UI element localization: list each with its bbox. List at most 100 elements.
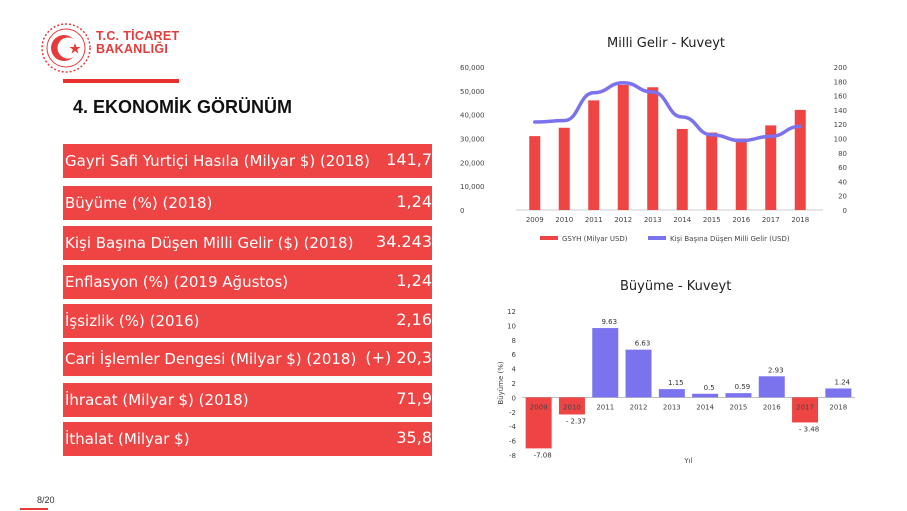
growth-data-label: 6.63 [635, 340, 651, 348]
indicator-row: Büyüme (%) (2018) 1,24 [63, 186, 432, 220]
y-tick-label: -6 [509, 438, 517, 446]
x-tick-label: 2016 [732, 216, 750, 224]
gsyh-bar [706, 132, 718, 210]
buyume-chart: 12 10 8 6 4 2 0 -2 -4 -6 -8 Büyüme (%) -7.08 - 2.37 9.… [497, 308, 855, 465]
legend-swatch-gelir [648, 236, 666, 240]
gsyh-bar [765, 125, 777, 210]
x-tick-label: 2014 [673, 216, 691, 224]
indicator-value: 2,16 [396, 310, 432, 329]
y-right-tick-label: 100 [834, 136, 847, 144]
indicator-row: Cari İşlemler Dengesi (Milyar $) (2018) … [63, 342, 432, 376]
y-right-tick-label: 80 [838, 150, 847, 158]
y-left-tick-label: 0 [460, 207, 464, 215]
y-tick-label: -8 [509, 452, 516, 460]
y-tick-label: -4 [509, 423, 517, 431]
indicator-row: İthalat (Milyar $) 35,8 [63, 422, 432, 456]
x-axis-title: Yıl [683, 457, 692, 465]
brand-line-2: BAKANLIĞI [96, 42, 169, 56]
x-tick-label: 2016 [763, 403, 781, 411]
y-right-tick-label: 140 [834, 107, 847, 115]
growth-bar [592, 328, 619, 398]
growth-bar [558, 397, 585, 415]
indicator-value: 35,8 [396, 428, 432, 447]
x-tick-label: 2018 [791, 216, 809, 224]
x-tick-label: 2015 [703, 216, 721, 224]
indicator-label: Büyüme (%) (2018) [65, 194, 213, 212]
y-left-tick-label: 20,000 [460, 159, 485, 167]
gsyh-bar [647, 87, 659, 210]
y-tick-label: 12 [507, 308, 516, 316]
y-tick-label: 0 [512, 394, 516, 402]
y-right-tick-label: 120 [834, 121, 847, 129]
y-left-tick-label: 10,000 [460, 183, 485, 191]
y-left-tick-label: 50,000 [460, 88, 485, 96]
gsyh-bar [735, 138, 747, 210]
x-tick-label: 2013 [663, 403, 681, 411]
title-accent-bar [63, 79, 179, 83]
indicator-value: (+) 20,3 [365, 348, 432, 367]
indicator-value: 34.243 [376, 232, 432, 251]
y-tick-label: 6 [512, 351, 517, 359]
growth-data-label: - 2.37 [566, 417, 586, 425]
chart-title-buyume: Büyüme - Kuveyt [620, 279, 732, 294]
y-tick-label: 10 [507, 322, 516, 330]
y-tick-label: 8 [512, 337, 516, 345]
milli-gelir-chart: 0 10,000 20,000 30,000 40,000 50,000 60,000 0 20… [460, 64, 847, 243]
ministry-logo [40, 22, 92, 74]
growth-bar [725, 393, 752, 398]
growth-data-label: -7.08 [534, 451, 552, 459]
x-tick-label: 2018 [829, 403, 847, 411]
gsyh-bar [588, 100, 600, 210]
legend-label-gelir: Kişi Başına Düşen Milli Gelir (USD) [670, 235, 790, 243]
y-tick-label: -2 [509, 409, 516, 417]
growth-bar [825, 388, 852, 398]
legend-swatch-gsyh [540, 236, 558, 240]
x-tick-label: 2015 [730, 403, 748, 411]
growth-bar [625, 349, 652, 398]
indicator-row: İhracat (Milyar $) (2018) 71,9 [63, 383, 432, 417]
indicator-label: İhracat (Milyar $) (2018) [65, 391, 249, 409]
growth-bar [692, 393, 719, 398]
indicator-label: İşsizlik (%) (2016) [65, 312, 200, 330]
indicator-label: İthalat (Milyar $) [65, 430, 190, 448]
indicator-row: Gayri Safi Yurtiçi Hasıla (Milyar $) (20… [63, 144, 432, 178]
x-tick-label: 2009 [530, 403, 548, 411]
page-accent-line [20, 508, 48, 510]
growth-bar [792, 397, 819, 423]
y-axis-title: Büyüme (%) [497, 361, 505, 405]
indicator-label: Gayri Safi Yurtiçi Hasıla (Milyar $) (20… [65, 152, 370, 170]
y-tick-label: 4 [512, 366, 517, 374]
growth-data-label: 0.59 [735, 383, 751, 391]
x-tick-label: 2010 [555, 216, 573, 224]
growth-bar [525, 397, 552, 449]
y-right-tick-label: 160 [834, 93, 847, 101]
y-left-tick-label: 40,000 [460, 112, 485, 120]
brand-line-1: T.C. TİCARET [96, 29, 180, 43]
indicator-label: Kişi Başına Düşen Milli Gelir ($) (2018) [65, 234, 354, 252]
growth-data-label: 2.93 [768, 366, 784, 374]
growth-data-label: - 3.48 [799, 425, 819, 433]
growth-data-label: 1.15 [668, 379, 684, 387]
x-tick-label: 2017 [796, 403, 814, 411]
y-right-tick-label: 200 [834, 64, 847, 72]
y-right-tick-label: 60 [838, 164, 847, 172]
indicator-label: Enflasyon (%) (2019 Ağustos) [65, 273, 289, 291]
y-right-tick-label: 20 [838, 193, 847, 201]
gsyh-bar [617, 84, 629, 210]
page-number: 8/20 [37, 495, 55, 505]
gsyh-bar [794, 109, 806, 210]
y-left-tick-label: 30,000 [460, 136, 485, 144]
growth-data-label: 0.5 [704, 384, 715, 392]
x-tick-label: 2009 [526, 216, 544, 224]
x-tick-label: 2012 [614, 216, 632, 224]
indicator-value: 71,9 [396, 389, 432, 408]
gsyh-bar [676, 128, 688, 210]
section-title: 4. EKONOMİK GÖRÜNÜM [73, 97, 293, 117]
indicator-value: 1,24 [396, 192, 432, 211]
indicator-row: İşsizlik (%) (2016) 2,16 [63, 304, 432, 338]
x-tick-label: 2012 [630, 403, 648, 411]
y-tick-label: 2 [512, 380, 516, 388]
y-right-tick-label: 180 [834, 78, 847, 86]
x-tick-label: 2010 [563, 403, 581, 411]
growth-data-label: 9.63 [601, 318, 617, 326]
